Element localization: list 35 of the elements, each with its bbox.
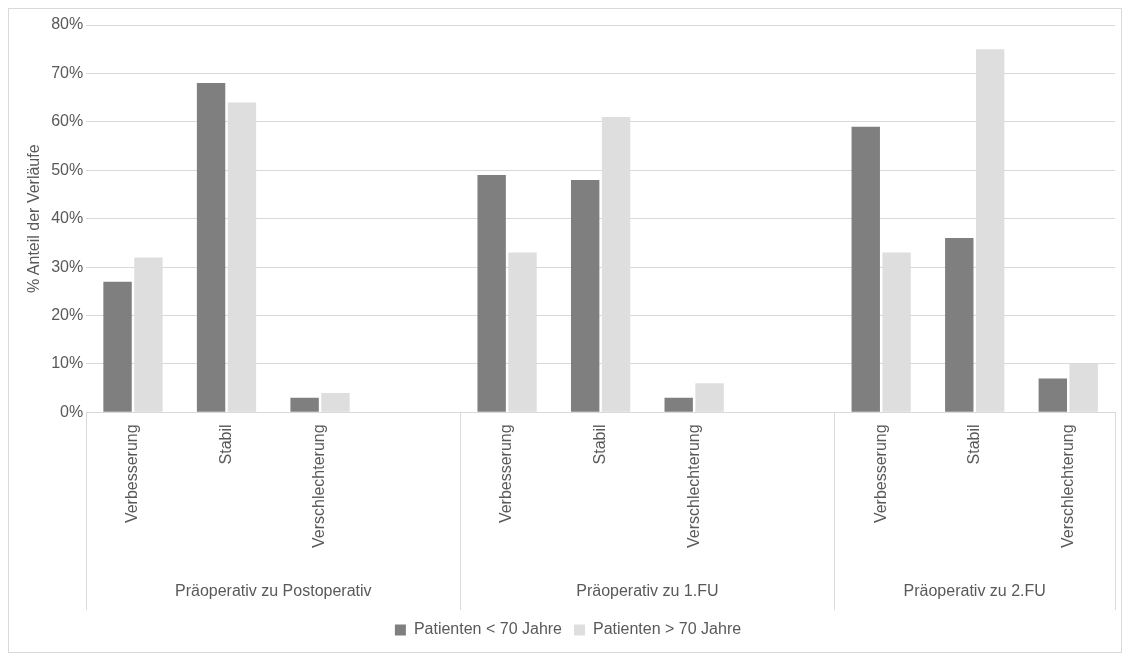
bar [695,383,724,412]
x-tick-label: Stabil [965,424,983,465]
y-tick-label: 10% [51,354,84,372]
y-tick-label: 20% [51,305,84,323]
bar [851,126,880,412]
bar [103,281,132,412]
bar [321,393,350,412]
y-tick-label: 80% [51,15,84,33]
bar [945,238,974,412]
y-tick-label: 60% [51,112,84,130]
y-axis-title: % Anteil der Verläufe [25,144,43,293]
legend-label: Patienten > 70 Jahre [593,620,742,638]
text: Präoperativ zu 1.FU [576,582,719,600]
text: Präoperativ zu 2.FU [903,582,1046,600]
bar [290,397,319,412]
x-tick-label: Stabil [216,424,234,465]
y-tick-label: 70% [51,63,84,81]
x-tick-label: Verschlechterung [1058,424,1076,549]
bar [477,175,506,412]
text: Präoperativ zu Postoperativ [175,582,372,600]
bar [570,179,600,412]
x-tick-label: Stabil [591,424,609,465]
legend-label: Patienten < 70 Jahre [413,620,563,638]
bar [196,83,226,412]
x-tick-label: Verschlechterung [684,424,702,549]
x-tick-label: Verbesserung [123,424,141,524]
y-tick-label: 50% [51,160,84,178]
y-tick-label: 40% [51,209,84,227]
y-tick-label: 0% [60,402,84,420]
x-tick-label: Verbesserung [497,424,515,524]
x-tick-label: Verbesserung [871,424,889,524]
bar [1038,378,1067,412]
x-tick-label: Verschlechterung [310,424,328,549]
y-tick-label: 30% [51,257,84,275]
bar [664,397,693,412]
